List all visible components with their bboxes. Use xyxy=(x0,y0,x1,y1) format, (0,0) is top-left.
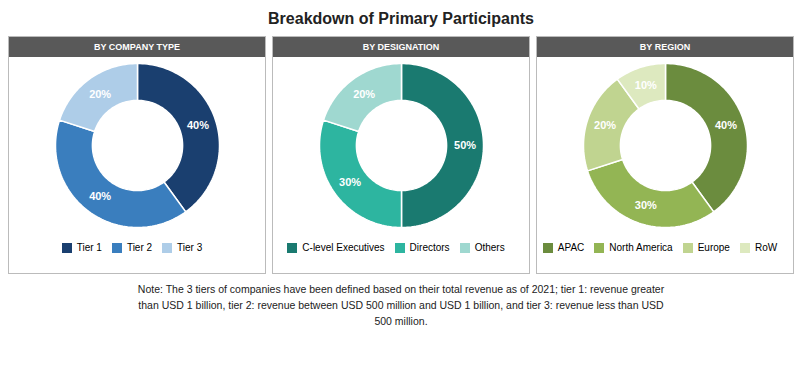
svg-text:30%: 30% xyxy=(339,176,361,188)
html-text:BY DESIGNATION: BY DESIGNATION xyxy=(362,42,440,52)
svg-text:50%: 50% xyxy=(454,139,476,151)
html-text:Tier 2: Tier 2 xyxy=(126,242,153,253)
svg-text:40%: 40% xyxy=(89,190,111,202)
html-text:C-level Executives: C-level Executives xyxy=(302,242,385,253)
svg-text:30%: 30% xyxy=(635,199,657,211)
html-text:Europe: Europe xyxy=(697,242,730,253)
html-text:RoW: RoW xyxy=(754,242,778,253)
html-text:Tier 3: Tier 3 xyxy=(177,242,203,253)
svg-text:10%: 10% xyxy=(635,79,657,91)
svg-text:20%: 20% xyxy=(353,88,375,100)
html-text:APAC: APAC xyxy=(557,242,585,253)
html-text:Tier 1: Tier 1 xyxy=(76,242,102,253)
svg-text:40%: 40% xyxy=(715,119,737,131)
html-text:North America: North America xyxy=(609,242,673,253)
html-text:BY COMPANY TYPE: BY COMPANY TYPE xyxy=(94,42,180,52)
html-text:BY REGION: BY REGION xyxy=(639,42,691,52)
svg-text:40%: 40% xyxy=(187,119,209,131)
html-text:Directors: Directors xyxy=(409,242,450,253)
html-text:Breakdown of Primary Participa: Breakdown of Primary Participants xyxy=(268,10,534,27)
svg-text:20%: 20% xyxy=(594,119,616,131)
html-text:Others: Others xyxy=(474,242,505,253)
html-text:Note: The 3 tiers of companies: Note: The 3 tiers of companies have been… xyxy=(137,283,665,327)
svg-text:20%: 20% xyxy=(89,88,111,100)
